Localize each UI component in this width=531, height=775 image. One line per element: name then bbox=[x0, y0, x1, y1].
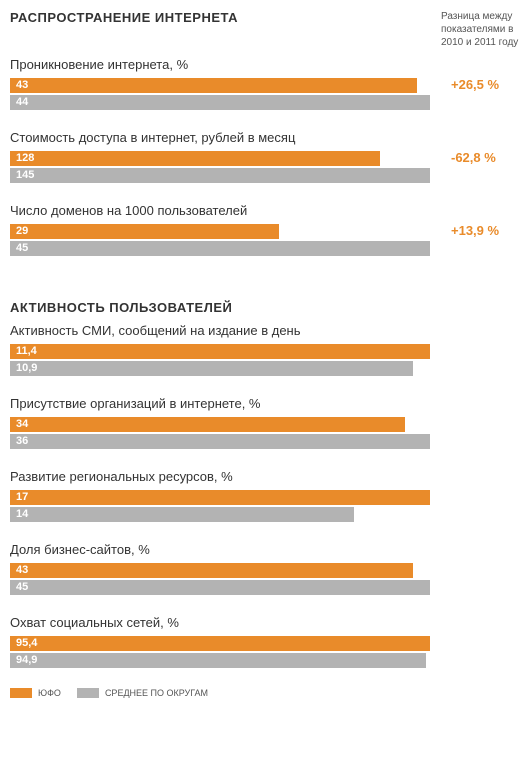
bar-label: 94,9 bbox=[10, 655, 37, 666]
bar-primary: 95,4 bbox=[10, 636, 430, 651]
bar-label: 14 bbox=[10, 509, 28, 520]
section-title: РАСПРОСТРАНЕНИЕ ИНТЕРНЕТА bbox=[10, 10, 441, 25]
bar-row: 145 bbox=[10, 168, 441, 183]
diff-value bbox=[441, 615, 521, 635]
metric-title: Доля бизнес-сайтов, % bbox=[10, 542, 441, 557]
bar-row: 43 bbox=[10, 78, 441, 93]
metric-title: Проникновение интернета, % bbox=[10, 57, 441, 72]
metric-block: Присутствие организаций в интернете, % 34… bbox=[10, 396, 521, 451]
bar-primary: 43 bbox=[10, 78, 417, 93]
bar-primary: 128 bbox=[10, 151, 380, 166]
bar-row: 11,4 bbox=[10, 344, 441, 359]
bar-secondary: 44 bbox=[10, 95, 430, 110]
bar-row: 14 bbox=[10, 507, 441, 522]
metric-block: Доля бизнес-сайтов, % 43 45 bbox=[10, 542, 521, 597]
bar-row: 36 bbox=[10, 434, 441, 449]
bars-area: Присутствие организаций в интернете, % 34… bbox=[10, 396, 441, 451]
bar-label: 95,4 bbox=[10, 638, 37, 649]
bar-secondary: 45 bbox=[10, 241, 430, 256]
metric-block: Проникновение интернета, % 43 44 +26,5 % bbox=[10, 57, 521, 112]
diff-header: Разница между показателями в 2010 и 2011… bbox=[441, 10, 521, 49]
bar-primary: 34 bbox=[10, 417, 405, 432]
metric-block: Активность СМИ, сообщений на издание в д… bbox=[10, 323, 521, 378]
legend: ЮФО СРЕДНЕЕ ПО ОКРУГАМ bbox=[10, 688, 521, 698]
legend-item: СРЕДНЕЕ ПО ОКРУГАМ bbox=[77, 688, 208, 698]
bar-label: 17 bbox=[10, 492, 28, 503]
metric-block: Охват социальных сетей, % 95,4 94,9 bbox=[10, 615, 521, 670]
bar-label: 45 bbox=[10, 243, 28, 254]
bar-label: 10,9 bbox=[10, 363, 37, 374]
metric-block: Развитие региональных ресурсов, % 17 14 bbox=[10, 469, 521, 524]
bar-label: 11,4 bbox=[10, 346, 37, 357]
metric-title: Стоимость доступа в интернет, рублей в м… bbox=[10, 130, 441, 145]
bar-primary: 17 bbox=[10, 490, 430, 505]
bar-secondary: 14 bbox=[10, 507, 354, 522]
section-header: РАСПРОСТРАНЕНИЕ ИНТЕРНЕТАРазница между п… bbox=[10, 10, 521, 49]
bar-primary: 29 bbox=[10, 224, 279, 239]
legend-label: ЮФО bbox=[38, 688, 61, 698]
chart-root: РАСПРОСТРАНЕНИЕ ИНТЕРНЕТАРазница между п… bbox=[10, 10, 521, 698]
bar-label: 29 bbox=[10, 226, 28, 237]
diff-value bbox=[441, 542, 521, 562]
bars-area: Стоимость доступа в интернет, рублей в м… bbox=[10, 130, 441, 185]
legend-label: СРЕДНЕЕ ПО ОКРУГАМ bbox=[105, 688, 208, 698]
bar-row: 17 bbox=[10, 490, 441, 505]
bar-label: 45 bbox=[10, 582, 28, 593]
bar-secondary: 10,9 bbox=[10, 361, 413, 376]
legend-item: ЮФО bbox=[10, 688, 61, 698]
legend-swatch bbox=[77, 688, 99, 698]
metric-block: Число доменов на 1000 пользователей 29 45 +… bbox=[10, 203, 521, 258]
metric-title: Число доменов на 1000 пользователей bbox=[10, 203, 441, 218]
bar-label: 34 bbox=[10, 419, 28, 430]
bars-area: Охват социальных сетей, % 95,4 94,9 bbox=[10, 615, 441, 670]
section-header: АКТИВНОСТЬ ПОЛЬЗОВАТЕЛЕЙ bbox=[10, 300, 521, 315]
bar-row: 45 bbox=[10, 580, 441, 595]
bar-row: 95,4 bbox=[10, 636, 441, 651]
diff-value: +26,5 % bbox=[441, 57, 521, 92]
bar-row: 10,9 bbox=[10, 361, 441, 376]
bar-primary: 43 bbox=[10, 563, 413, 578]
bar-label: 145 bbox=[10, 170, 34, 181]
bar-row: 128 bbox=[10, 151, 441, 166]
bars-area: Число доменов на 1000 пользователей 29 45 bbox=[10, 203, 441, 258]
bar-row: 94,9 bbox=[10, 653, 441, 668]
bar-secondary: 45 bbox=[10, 580, 430, 595]
bar-row: 29 bbox=[10, 224, 441, 239]
metric-title: Активность СМИ, сообщений на издание в д… bbox=[10, 323, 441, 338]
bar-label: 43 bbox=[10, 565, 28, 576]
bar-secondary: 145 bbox=[10, 168, 430, 183]
legend-swatch bbox=[10, 688, 32, 698]
bars-area: Активность СМИ, сообщений на издание в д… bbox=[10, 323, 441, 378]
bar-row: 44 bbox=[10, 95, 441, 110]
bar-row: 45 bbox=[10, 241, 441, 256]
diff-value: -62,8 % bbox=[441, 130, 521, 165]
diff-value bbox=[441, 469, 521, 489]
bars-area: Проникновение интернета, % 43 44 bbox=[10, 57, 441, 112]
metric-block: Стоимость доступа в интернет, рублей в м… bbox=[10, 130, 521, 185]
bar-primary: 11,4 bbox=[10, 344, 430, 359]
diff-value: +13,9 % bbox=[441, 203, 521, 238]
bars-area: Развитие региональных ресурсов, % 17 14 bbox=[10, 469, 441, 524]
metric-title: Охват социальных сетей, % bbox=[10, 615, 441, 630]
bar-secondary: 94,9 bbox=[10, 653, 426, 668]
bar-row: 43 bbox=[10, 563, 441, 578]
bar-row: 34 bbox=[10, 417, 441, 432]
bar-secondary: 36 bbox=[10, 434, 430, 449]
bar-label: 44 bbox=[10, 97, 28, 108]
metric-title: Присутствие организаций в интернете, % bbox=[10, 396, 441, 411]
section-title: АКТИВНОСТЬ ПОЛЬЗОВАТЕЛЕЙ bbox=[10, 300, 441, 315]
bars-area: Доля бизнес-сайтов, % 43 45 bbox=[10, 542, 441, 597]
bar-label: 128 bbox=[10, 153, 34, 164]
diff-value bbox=[441, 396, 521, 416]
bar-label: 36 bbox=[10, 436, 28, 447]
metric-title: Развитие региональных ресурсов, % bbox=[10, 469, 441, 484]
bar-label: 43 bbox=[10, 80, 28, 91]
diff-value bbox=[441, 323, 521, 343]
